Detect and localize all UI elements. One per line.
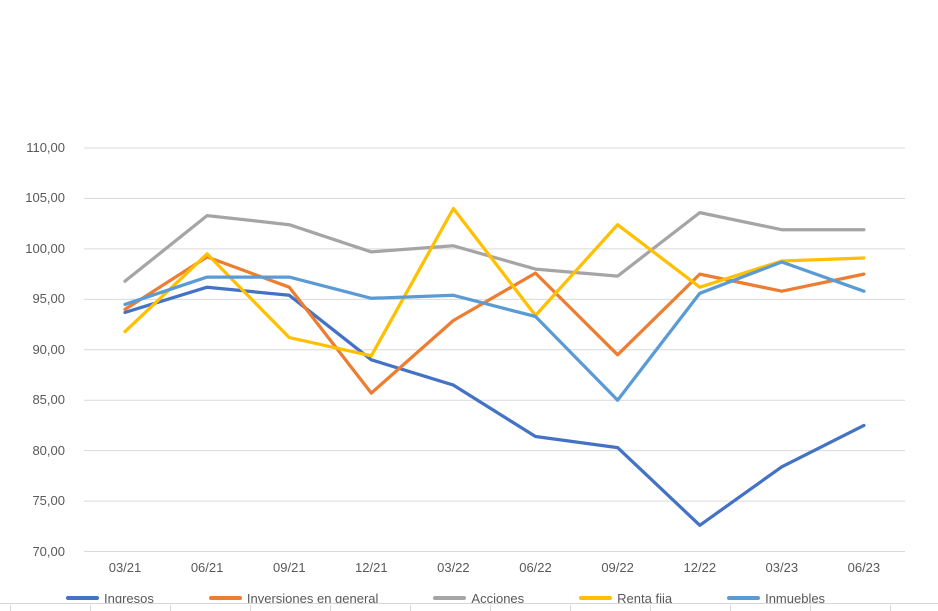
x-axis-tick-label: 12/22 [683, 560, 717, 575]
y-axis-tick-label: 110,00 [26, 140, 65, 155]
y-axis-tick-label: 90,00 [32, 341, 65, 357]
y-axis-tick-label: 80,00 [32, 442, 65, 458]
x-axis-tick-label: 12/21 [355, 560, 388, 575]
cell-border [490, 605, 491, 611]
series-line-inversiones-en-general[interactable] [123, 255, 866, 395]
legend-item-acciones[interactable]: Acciones [433, 591, 524, 606]
x-axis-tick-label: 06/21 [190, 560, 224, 575]
cell-border [570, 605, 571, 611]
cell-border [890, 605, 891, 611]
cell-border [330, 605, 331, 611]
y-axis-tick-label: 100,00 [25, 240, 65, 256]
x-axis-tick-label: 03/23 [765, 560, 799, 575]
spreadsheet-row-strip[interactable] [0, 603, 938, 611]
y-axis-tick-label: 105,00 [25, 190, 65, 206]
series-line-renta-fija[interactable] [123, 206, 866, 358]
cell-border [250, 605, 251, 611]
cell-border [810, 605, 811, 611]
y-axis-tick-label: 75,00 [32, 493, 65, 509]
legend-label: Inversiones en general [246, 590, 379, 606]
cell-border [170, 605, 171, 611]
legend-item-ingresos[interactable]: Ingresos [66, 591, 154, 606]
legend-item-renta-fija[interactable]: Renta fija [579, 591, 672, 606]
series-line-inmuebles[interactable] [123, 260, 866, 402]
legend-label: Renta fija [617, 590, 673, 606]
legend-line-marker [208, 596, 242, 600]
legend-line-marker [66, 596, 99, 600]
legend-label: Acciones [471, 590, 525, 606]
x-axis-tick-label: 09/22 [601, 560, 634, 575]
y-axis-tick-label: 95,00 [32, 291, 65, 307]
gridlines [84, 147, 905, 552]
y-axis-tick-label: 70,00 [32, 543, 65, 559]
series-line-acciones[interactable] [123, 210, 866, 283]
legend-line-marker [433, 596, 467, 600]
x-axis-tick-label: 03/21 [108, 560, 142, 575]
series-line-ingresos[interactable] [123, 285, 866, 527]
cell-border [10, 605, 11, 611]
series-lines [123, 206, 866, 527]
x-axis-tick-label: 06/23 [847, 560, 881, 575]
x-axis-tick-label: 03/22 [437, 560, 470, 575]
cell-border [90, 605, 91, 611]
legend-item-inversiones-en-general[interactable]: Inversiones en general [208, 590, 379, 606]
legend-item-inmuebles[interactable]: Inmuebles [727, 591, 825, 606]
legend-label: Inmuebles [765, 590, 826, 606]
cell-border [410, 605, 411, 611]
chart-legend[interactable]: Ingresos Inversiones en general Acciones Re… [66, 590, 825, 606]
cell-border [730, 605, 731, 611]
legend-line-marker [579, 596, 613, 600]
y-axis-tick-label: 85,00 [32, 392, 65, 408]
legend-line-marker [727, 596, 761, 600]
cell-border [650, 605, 651, 611]
x-axis-tick-label: 09/21 [273, 560, 306, 575]
legend-label: Ingresos [104, 590, 154, 606]
x-axis-tick-label: 06/22 [519, 560, 552, 575]
